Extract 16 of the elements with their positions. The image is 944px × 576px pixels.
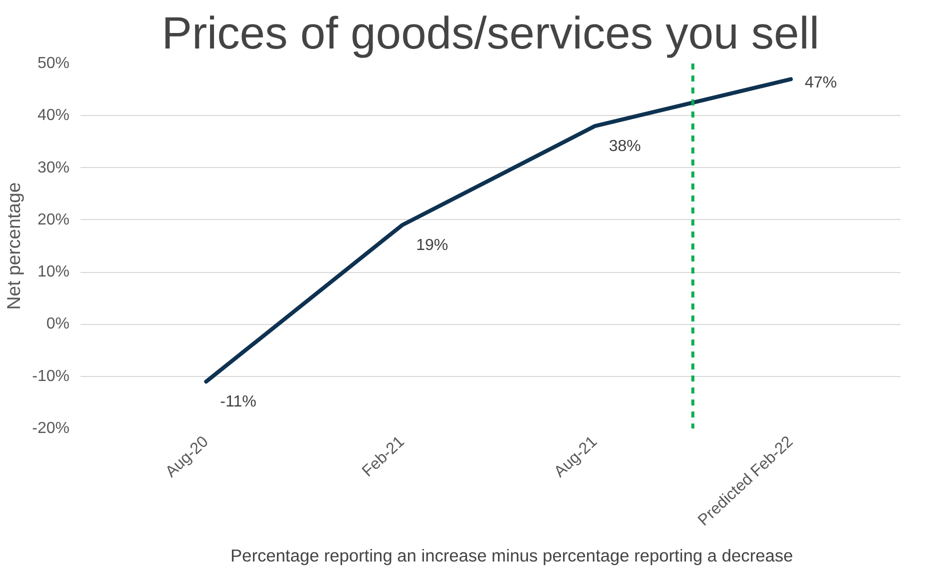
y-tick-label: -20% bbox=[32, 420, 70, 437]
y-tick-label: 0% bbox=[46, 316, 70, 333]
line-series bbox=[204, 77, 793, 384]
text: 47% bbox=[804, 74, 837, 92]
text: Percentage reporting an increase minus percentage reporting a decrease bbox=[230, 546, 794, 566]
y-tick-label: -10% bbox=[32, 368, 70, 385]
text: 38% bbox=[608, 138, 641, 156]
y-tick-label: 20% bbox=[37, 211, 70, 228]
text: 19% bbox=[416, 237, 448, 254]
y-axis-title: Net percentage bbox=[3, 182, 24, 310]
chart-title: Prices of goods/services you sell bbox=[162, 8, 820, 58]
text: -11% bbox=[220, 394, 256, 411]
y-tick-label: 30% bbox=[37, 159, 70, 176]
y-tick-label: 10% bbox=[37, 264, 70, 281]
y-tick-label: 40% bbox=[37, 107, 70, 124]
y-tick-label: 50% bbox=[37, 55, 70, 72]
